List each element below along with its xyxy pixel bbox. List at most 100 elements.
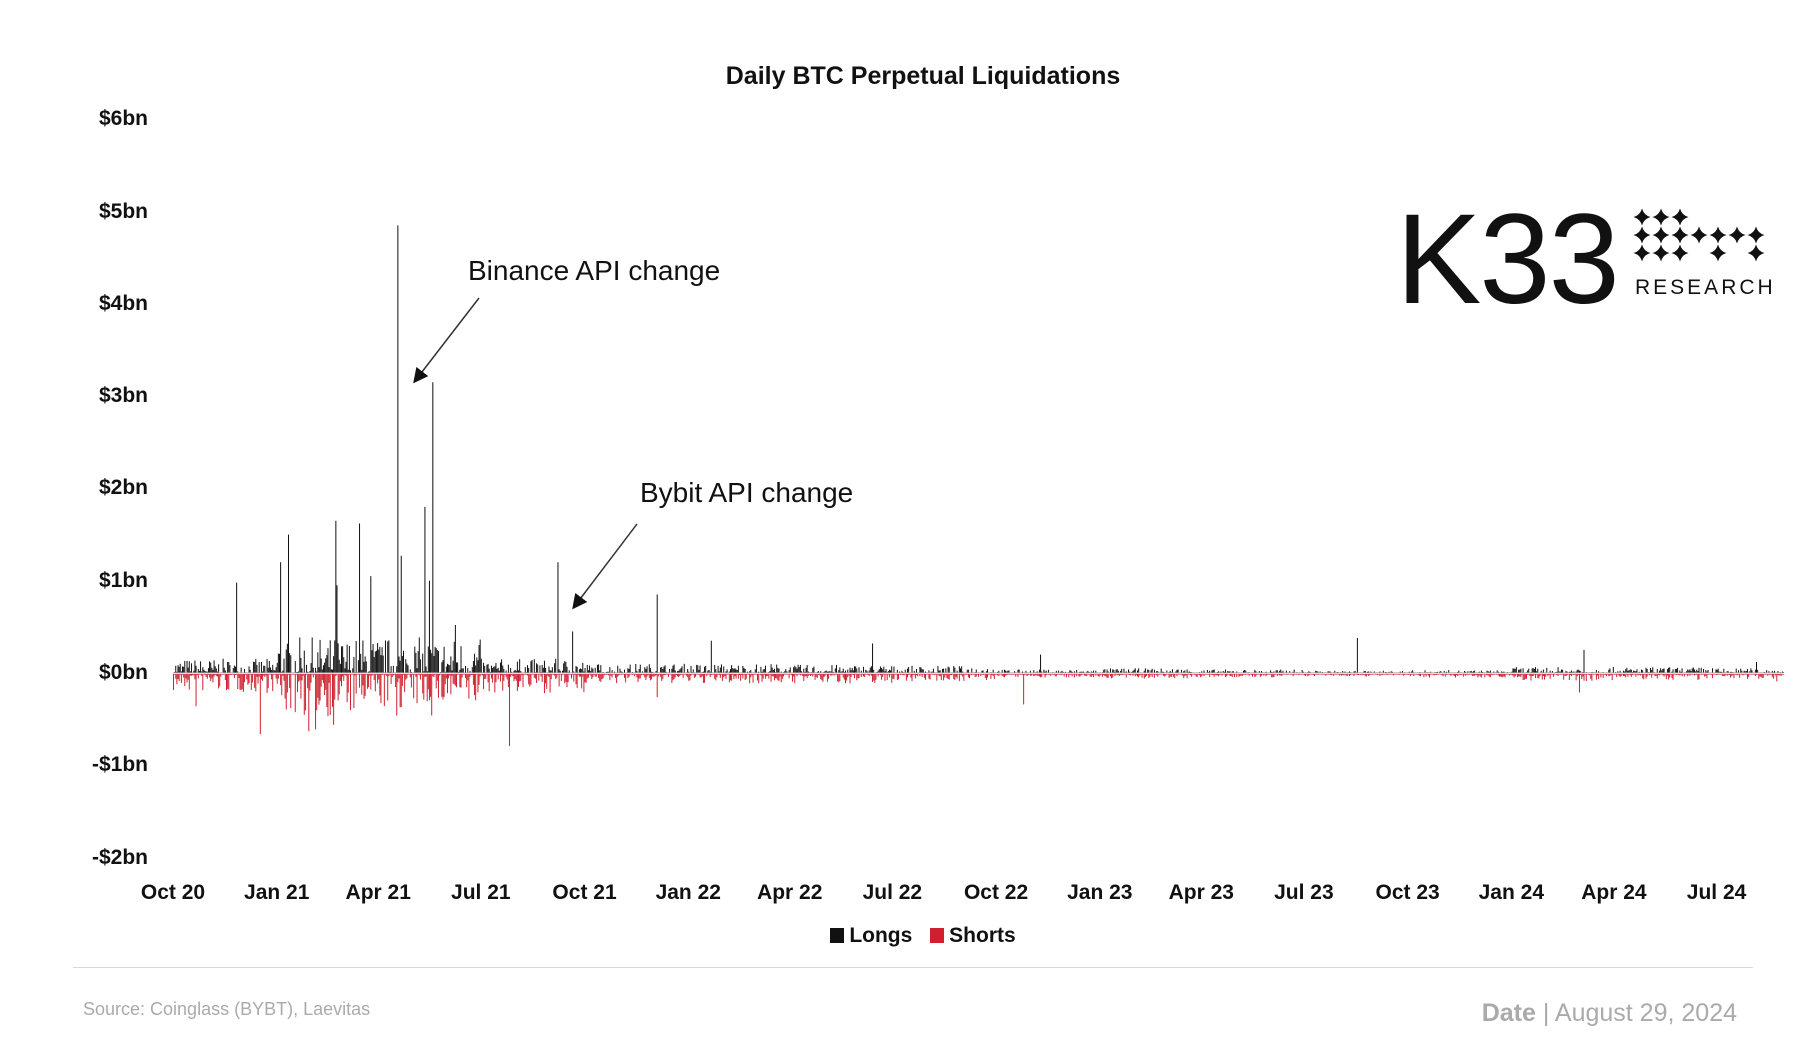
shorts-bar xyxy=(393,674,395,675)
shorts-bar xyxy=(856,674,858,681)
shorts-bar xyxy=(1299,674,1301,675)
shorts-bar xyxy=(1433,674,1435,676)
longs-bar xyxy=(1156,671,1158,673)
shorts-bar xyxy=(1398,674,1400,675)
longs-bar xyxy=(1568,671,1570,673)
shorts-bar xyxy=(175,674,177,679)
shorts-bar xyxy=(391,674,393,677)
shorts-bar xyxy=(231,674,233,675)
longs-bar xyxy=(448,664,450,673)
shorts-bar xyxy=(1671,674,1673,678)
longs-bar xyxy=(1469,671,1471,673)
shorts-bar xyxy=(448,674,450,679)
longs-bar xyxy=(1488,671,1490,673)
shorts-bar xyxy=(449,674,451,676)
shorts-bar xyxy=(1248,674,1250,676)
longs-bar xyxy=(274,670,276,673)
longs-bar xyxy=(732,668,734,673)
shorts-bar xyxy=(638,674,640,679)
longs-bar xyxy=(1080,671,1082,673)
shorts-bar xyxy=(599,674,601,681)
longs-bar xyxy=(178,666,180,673)
shorts-bar xyxy=(1152,674,1154,675)
longs-bar xyxy=(590,671,592,673)
shorts-bar xyxy=(1146,674,1148,676)
longs-bar xyxy=(1629,669,1631,673)
shorts-bar xyxy=(970,674,972,675)
shorts-bar xyxy=(1282,674,1284,675)
shorts-bar xyxy=(946,674,948,679)
shorts-bar xyxy=(1228,674,1230,675)
shorts-bar xyxy=(755,674,757,675)
shorts-bar xyxy=(1367,674,1369,675)
longs-bar xyxy=(379,646,381,673)
shorts-bar xyxy=(1435,674,1437,676)
shorts-bar xyxy=(229,674,231,676)
shorts-bar xyxy=(700,674,702,678)
longs-bar xyxy=(785,669,787,673)
shorts-bar xyxy=(628,674,630,677)
longs-bar xyxy=(341,646,342,673)
shorts-bar xyxy=(534,674,536,679)
shorts-bar xyxy=(223,674,225,675)
shorts-bar xyxy=(525,674,527,675)
shorts-bar xyxy=(1452,674,1454,676)
longs-bar xyxy=(1169,670,1171,673)
longs-bar xyxy=(805,667,807,673)
shorts-bar xyxy=(1047,674,1049,675)
shorts-bar xyxy=(846,674,848,681)
longs-bar xyxy=(642,671,644,673)
longs-bar xyxy=(374,651,376,673)
longs-bar xyxy=(1061,670,1063,673)
longs-bar xyxy=(559,670,561,673)
shorts-bar xyxy=(1365,674,1367,677)
shorts-bar xyxy=(357,674,359,675)
shorts-bar xyxy=(831,674,833,676)
longs-bar xyxy=(769,671,771,673)
shorts-bar xyxy=(549,674,551,693)
shorts-bar xyxy=(441,674,443,697)
longs-bar xyxy=(317,652,319,673)
shorts-bar xyxy=(980,674,982,677)
longs-bar xyxy=(1487,671,1489,673)
shorts-bar xyxy=(1601,674,1603,675)
longs-bar xyxy=(223,667,225,673)
longs-bar xyxy=(457,662,459,673)
longs-bar xyxy=(452,660,454,673)
shorts-bar xyxy=(795,674,797,675)
shorts-bar xyxy=(292,674,294,675)
shorts-bar xyxy=(1554,674,1556,675)
longs-bar xyxy=(1661,670,1663,673)
shorts-bar xyxy=(713,674,715,675)
shorts-bar xyxy=(262,674,264,681)
longs-bar xyxy=(309,670,311,673)
shorts-bar xyxy=(1477,674,1479,678)
longs-bar xyxy=(264,665,266,673)
shorts-bar xyxy=(955,674,957,677)
shorts-bar xyxy=(913,674,915,675)
shorts-bar xyxy=(1406,674,1408,675)
shorts-bar xyxy=(619,674,621,675)
longs-bar xyxy=(397,225,399,673)
shorts-bar xyxy=(380,674,382,704)
longs-bar xyxy=(758,671,760,673)
shorts-bar xyxy=(546,674,548,689)
longs-bar xyxy=(186,660,188,673)
longs-bar xyxy=(1577,669,1579,673)
longs-bar xyxy=(1327,671,1329,673)
shorts-bar xyxy=(752,674,754,683)
shorts-bar xyxy=(633,674,635,675)
shorts-bar xyxy=(1204,674,1206,675)
longs-bar xyxy=(496,668,498,673)
longs-bar xyxy=(1750,668,1752,673)
longs-bar xyxy=(1463,670,1465,673)
shorts-bar xyxy=(1584,674,1586,675)
longs-bar xyxy=(350,670,352,673)
shorts-bar xyxy=(1185,674,1187,676)
shorts-bar xyxy=(1600,674,1602,678)
shorts-bar xyxy=(465,674,467,679)
shorts-bar xyxy=(280,674,282,686)
longs-bar xyxy=(1018,669,1020,673)
longs-bar xyxy=(1228,671,1230,673)
shorts-bar xyxy=(1643,674,1645,680)
